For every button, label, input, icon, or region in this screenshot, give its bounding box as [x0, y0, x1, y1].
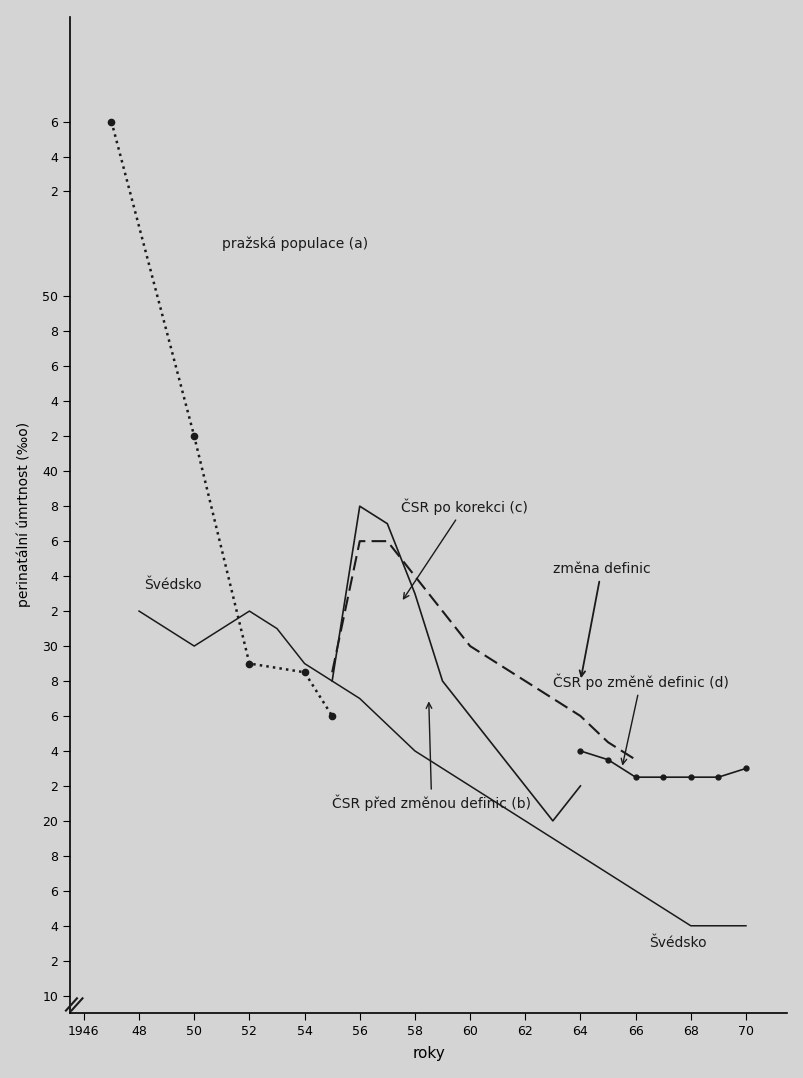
Y-axis label: perinatální úmrtnost (‰o): perinatální úmrtnost (‰o) [17, 423, 31, 608]
Text: Švédsko: Švédsko [145, 578, 202, 592]
Text: změna definic: změna definic [552, 562, 650, 676]
X-axis label: roky: roky [412, 1047, 445, 1062]
Text: pražská populace (a): pražská populace (a) [222, 237, 368, 251]
Text: ČSR po změně definic (d): ČSR po změně definic (d) [552, 674, 728, 764]
Text: ČSR před změnou definic (b): ČSR před změnou definic (b) [332, 703, 531, 811]
Text: Švédsko: Švédsko [649, 937, 706, 951]
Text: ČSR po korekci (c): ČSR po korekci (c) [401, 498, 528, 598]
